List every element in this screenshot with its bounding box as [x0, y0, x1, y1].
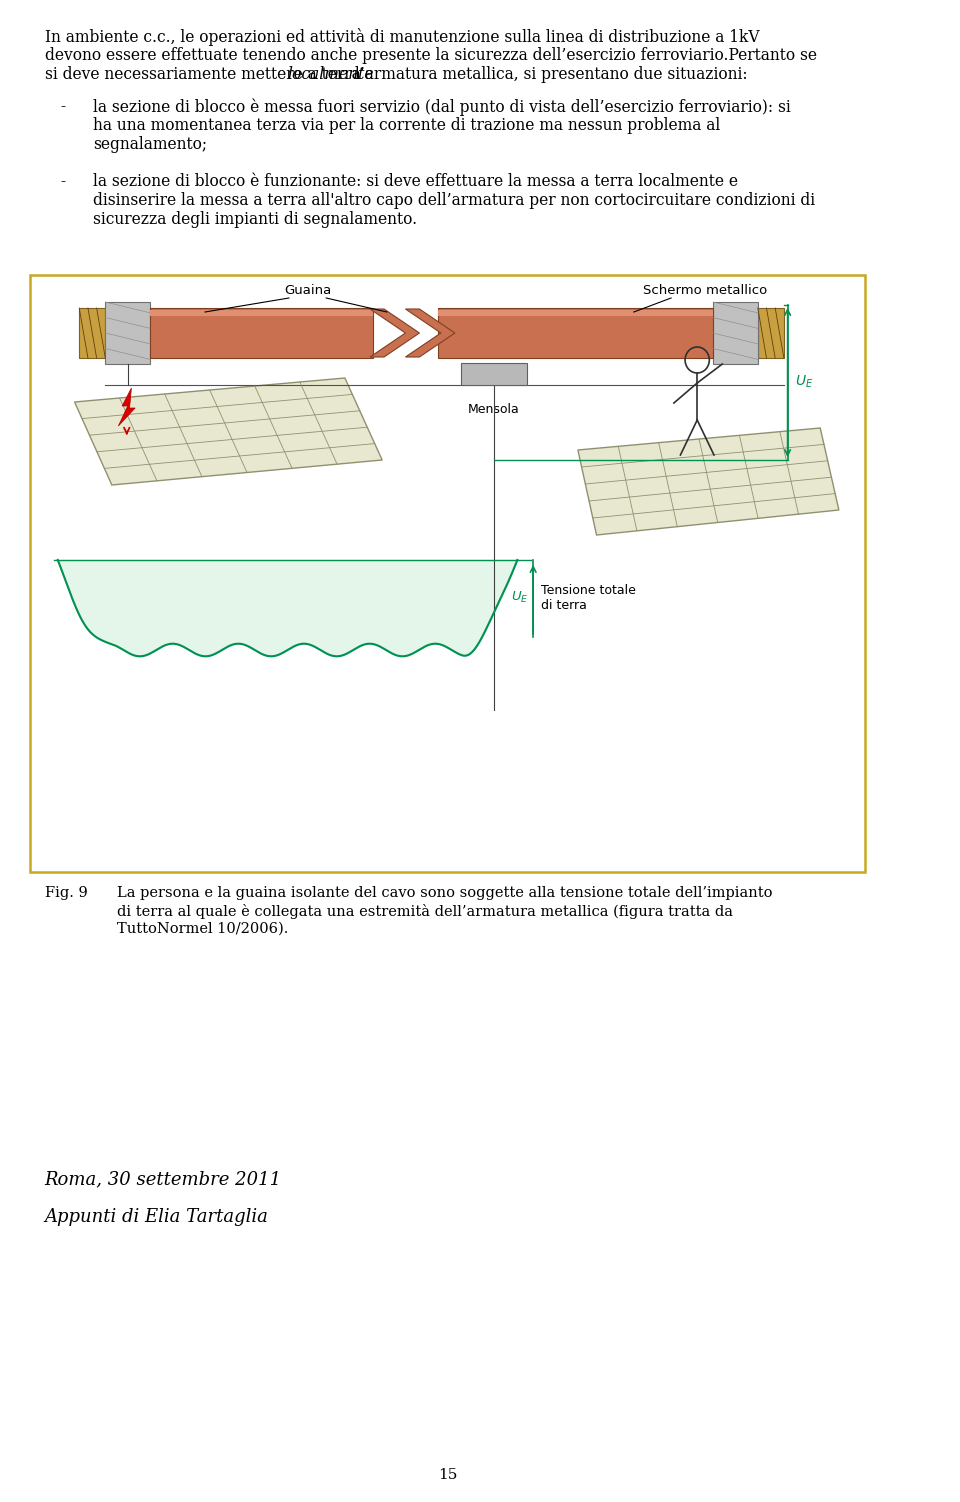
Text: $U_E$: $U_E$ [511, 590, 529, 605]
Text: In ambiente c.c., le operazioni ed attività di manutenzione sulla linea di distr: In ambiente c.c., le operazioni ed attiv… [45, 29, 759, 47]
Text: Fig. 9: Fig. 9 [45, 886, 87, 900]
Bar [438, 308, 713, 357]
Text: -: - [60, 98, 65, 116]
Text: disinserire la messa a terra all'altro capo dell’armatura per non cortocircuitar: disinserire la messa a terra all'altro c… [93, 192, 815, 209]
Text: si deve necessariamente mettere a terra: si deve necessariamente mettere a terra [45, 66, 366, 83]
Text: TuttoNormel 10/2006).: TuttoNormel 10/2006). [116, 922, 288, 936]
Bar [150, 308, 372, 357]
Text: -: - [60, 173, 65, 189]
Bar [713, 302, 757, 363]
Bar [438, 309, 713, 315]
Text: Tensione totale
di terra: Tensione totale di terra [540, 584, 636, 611]
Text: devono essere effettuate tenendo anche presente la sicurezza dell’esercizio ferr: devono essere effettuate tenendo anche p… [45, 47, 817, 65]
Bar [30, 275, 865, 873]
Bar [80, 308, 106, 357]
Text: la sezione di blocco è messa fuori servizio (dal punto di vista dell’esercizio f: la sezione di blocco è messa fuori servi… [93, 98, 791, 116]
Text: Schermo metallico: Schermo metallico [643, 284, 767, 297]
Bar [462, 363, 527, 385]
Bar [106, 302, 150, 363]
Text: segnalamento;: segnalamento; [93, 137, 207, 153]
Text: Roma, 30 settembre 2011: Roma, 30 settembre 2011 [45, 1170, 282, 1188]
Text: di terra al quale è collegata una estremità dell’armatura metallica (figura trat: di terra al quale è collegata una estrem… [116, 904, 732, 919]
Polygon shape [370, 309, 420, 357]
Polygon shape [578, 428, 839, 535]
Polygon shape [405, 309, 455, 357]
Text: Appunti di Elia Tartaglia: Appunti di Elia Tartaglia [45, 1208, 269, 1226]
Text: sicurezza degli impianti di segnalamento.: sicurezza degli impianti di segnalamento… [93, 210, 418, 228]
Polygon shape [118, 388, 135, 427]
Text: la sezione di blocco è funzionante: si deve effettuare la messa a terra localmen: la sezione di blocco è funzionante: si d… [93, 173, 738, 189]
Text: La persona e la guaina isolante del cavo sono soggette alla tensione totale dell: La persona e la guaina isolante del cavo… [116, 886, 772, 900]
Text: 15: 15 [438, 1467, 457, 1482]
Text: $U_E$: $U_E$ [795, 374, 813, 391]
Text: ha una momentanea terza via per la corrente di trazione ma nessun problema al: ha una momentanea terza via per la corre… [93, 117, 720, 134]
Text: Mensola: Mensola [468, 403, 520, 416]
Text: localmente: localmente [287, 66, 373, 83]
Bar [757, 308, 784, 357]
Bar [150, 309, 372, 315]
Text: Guaina: Guaina [284, 284, 331, 297]
Text: l’armatura metallica, si presentano due situazioni:: l’armatura metallica, si presentano due … [350, 66, 748, 83]
Polygon shape [75, 379, 382, 485]
